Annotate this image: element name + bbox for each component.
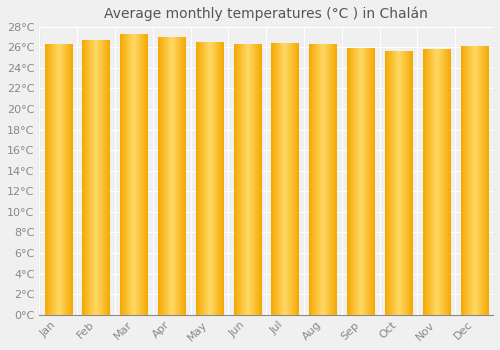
Title: Average monthly temperatures (°C ) in Chalán: Average monthly temperatures (°C ) in Ch… — [104, 7, 428, 21]
